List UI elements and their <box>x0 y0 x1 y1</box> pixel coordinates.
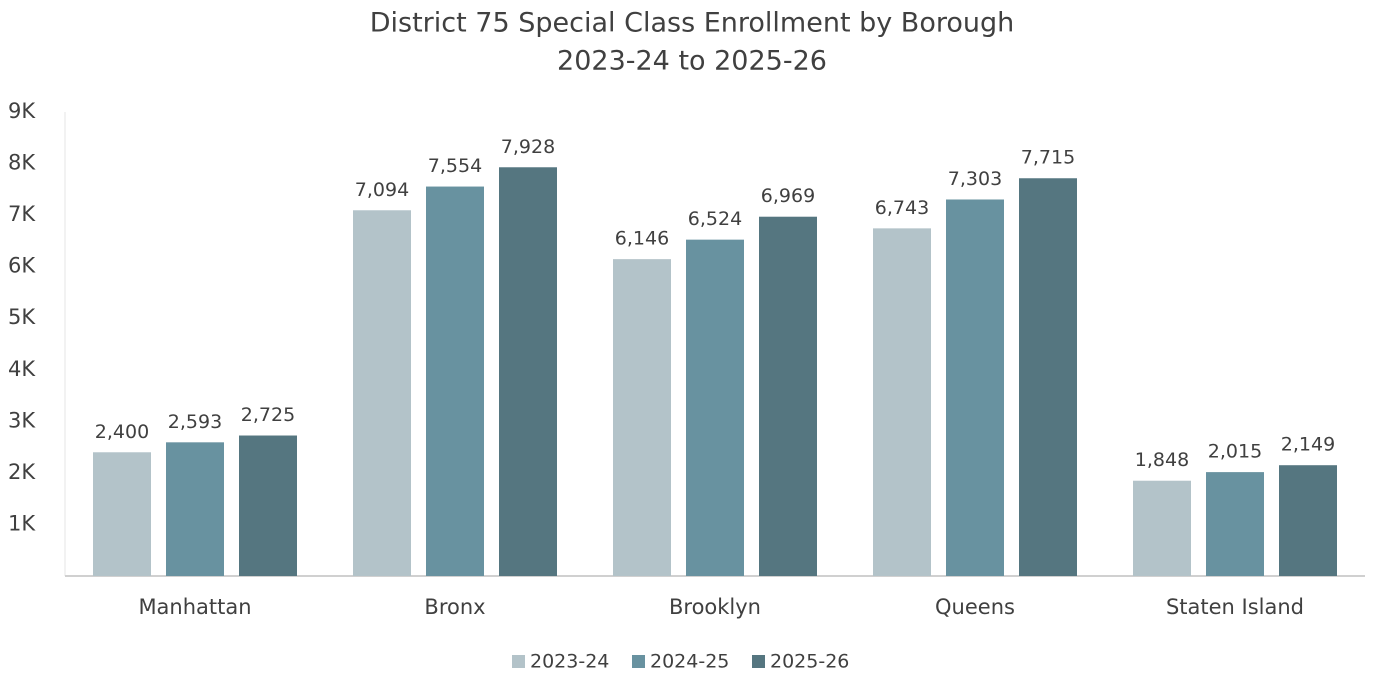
bar <box>239 435 297 576</box>
bar <box>426 186 484 577</box>
x-tick-label: Queens <box>935 595 1015 619</box>
chart-subtitle: 2023-24 to 2025-26 <box>557 46 827 77</box>
value-label: 7,303 <box>948 168 1002 190</box>
value-label: 2,149 <box>1281 434 1335 456</box>
legend-swatch <box>512 655 525 668</box>
legend-swatch <box>752 655 765 668</box>
legend-label: 2025-26 <box>770 651 849 673</box>
legend-label: 2023-24 <box>530 651 609 673</box>
value-label: 7,554 <box>428 155 482 177</box>
bar <box>946 199 1004 576</box>
value-label: 6,969 <box>761 185 815 207</box>
value-label: 2,725 <box>241 404 295 426</box>
legend-label: 2024-25 <box>650 651 729 673</box>
bar <box>686 239 744 576</box>
x-tick-label: Bronx <box>424 595 485 619</box>
value-label: 7,928 <box>501 136 555 158</box>
value-label: 6,743 <box>875 197 929 219</box>
bar <box>1019 178 1077 576</box>
bar <box>499 167 557 576</box>
value-label: 2,593 <box>168 411 222 433</box>
y-tick-label: 3K <box>8 408 36 432</box>
chart-title: District 75 Special Class Enrollment by … <box>370 8 1015 39</box>
y-tick-label: 1K <box>8 511 36 535</box>
value-label: 6,524 <box>688 208 742 230</box>
value-label: 2,015 <box>1208 441 1262 463</box>
x-tick-label: Manhattan <box>138 595 251 619</box>
y-tick-label: 6K <box>8 254 36 278</box>
x-tick-label: Staten Island <box>1166 595 1304 619</box>
y-tick-label: 5K <box>8 305 36 329</box>
bar <box>1133 480 1191 576</box>
y-tick-label: 7K <box>8 202 36 226</box>
legend-swatch <box>632 655 645 668</box>
y-tick-label: 2K <box>8 460 36 484</box>
value-label: 1,848 <box>1135 449 1189 471</box>
bar <box>166 442 224 576</box>
bar <box>353 210 411 576</box>
bar <box>93 452 151 576</box>
y-tick-label: 8K <box>8 151 36 175</box>
bar <box>1206 472 1264 576</box>
value-label: 6,146 <box>615 228 669 250</box>
value-label: 2,400 <box>95 421 149 443</box>
value-label: 7,715 <box>1021 147 1075 169</box>
bar <box>873 228 931 576</box>
bar <box>1279 465 1337 576</box>
bar <box>613 259 671 576</box>
y-tick-label: 9K <box>8 99 36 123</box>
value-label: 7,094 <box>355 179 409 201</box>
bar <box>759 216 817 576</box>
y-tick-label: 4K <box>8 357 36 381</box>
x-tick-label: Brooklyn <box>669 595 761 619</box>
